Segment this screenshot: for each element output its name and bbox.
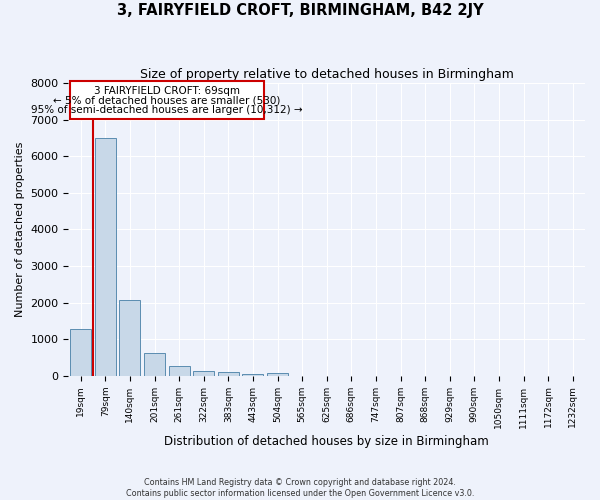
Text: ← 5% of detached houses are smaller (530): ← 5% of detached houses are smaller (530… bbox=[53, 96, 281, 106]
Bar bbox=[70, 81, 264, 120]
Y-axis label: Number of detached properties: Number of detached properties bbox=[15, 142, 25, 317]
X-axis label: Distribution of detached houses by size in Birmingham: Distribution of detached houses by size … bbox=[164, 434, 489, 448]
Bar bbox=[267, 373, 288, 376]
Bar bbox=[193, 371, 214, 376]
Text: Contains HM Land Registry data © Crown copyright and database right 2024.
Contai: Contains HM Land Registry data © Crown c… bbox=[126, 478, 474, 498]
Bar bbox=[169, 366, 190, 376]
Bar bbox=[95, 138, 116, 376]
Text: 3, FAIRYFIELD CROFT, BIRMINGHAM, B42 2JY: 3, FAIRYFIELD CROFT, BIRMINGHAM, B42 2JY bbox=[116, 2, 484, 18]
Bar bbox=[218, 372, 239, 376]
Bar bbox=[144, 353, 165, 376]
Bar bbox=[242, 374, 263, 376]
Bar bbox=[119, 300, 140, 376]
Title: Size of property relative to detached houses in Birmingham: Size of property relative to detached ho… bbox=[140, 68, 514, 80]
Text: 3 FAIRYFIELD CROFT: 69sqm: 3 FAIRYFIELD CROFT: 69sqm bbox=[94, 86, 240, 96]
Text: 95% of semi-detached houses are larger (10,312) →: 95% of semi-detached houses are larger (… bbox=[31, 105, 303, 115]
Bar bbox=[70, 329, 91, 376]
